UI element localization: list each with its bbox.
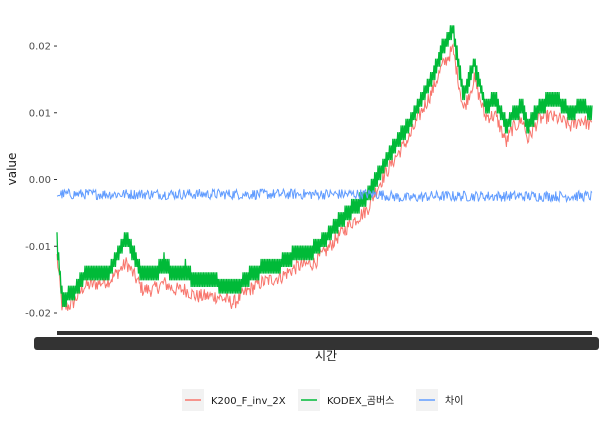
legend-item: 차이 [416, 389, 463, 411]
y-axis: -0.02 -0.01 0.00 0.01 0.02 [25, 42, 57, 319]
series-line-2 [56, 25, 593, 308]
y-tick-label: 0.02 [29, 42, 51, 53]
legend: K200_F_inv_2X KODEX_곰버스 차이 [182, 389, 463, 411]
plot-panel [56, 25, 593, 311]
y-tick-label: -0.01 [25, 242, 51, 253]
y-tick-label: 0.00 [29, 175, 51, 186]
legend-label: 차이 [445, 395, 463, 407]
y-tick-label: 0.01 [29, 108, 51, 119]
legend-label: K200_F_inv_2X [211, 396, 286, 407]
x-axis [34, 331, 599, 350]
x-tick-labels-overplotted [34, 337, 599, 350]
legend-label: KODEX_곰버스 [327, 395, 394, 407]
series-line-3 [56, 187, 593, 204]
legend-item: K200_F_inv_2X [182, 389, 286, 411]
x-tick-marks [57, 331, 592, 335]
legend-item: KODEX_곰버스 [298, 389, 394, 411]
x-axis-title: 시간 [315, 349, 337, 363]
y-axis-title: value [5, 153, 19, 186]
series-line-1 [56, 42, 593, 311]
y-tick-label: -0.02 [25, 308, 51, 319]
